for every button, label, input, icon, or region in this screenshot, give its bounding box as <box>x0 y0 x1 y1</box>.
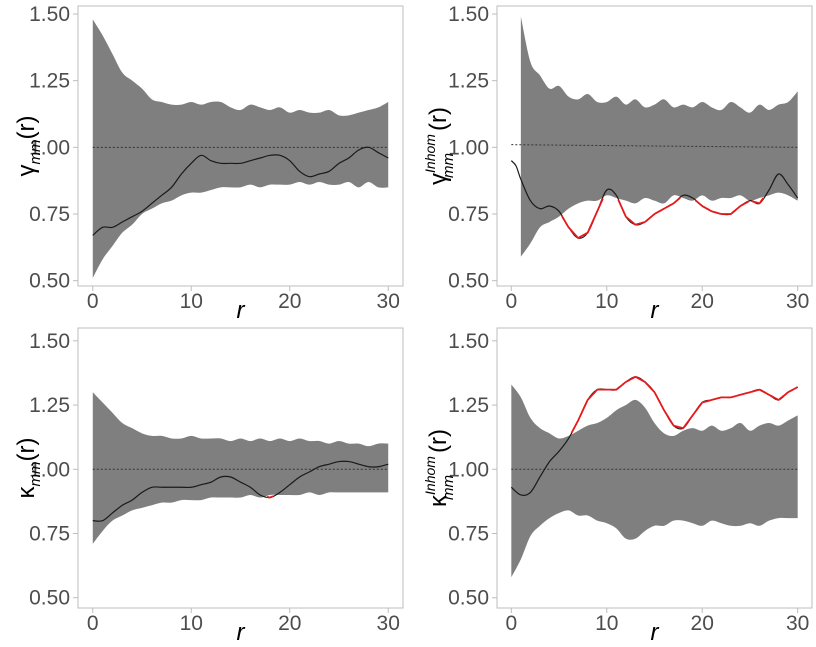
y-tick-label: 1.50 <box>448 3 489 26</box>
y-axis-argument: (r) <box>13 116 40 140</box>
y-axis-title: κmm(r) <box>13 438 44 499</box>
y-tick-label: 0.75 <box>448 203 489 226</box>
observed-curve-exceedance <box>570 375 799 434</box>
x-tick-label: 0 <box>505 290 517 313</box>
observed-curve-exceedance <box>694 199 750 215</box>
panel-top-left: 0 10 20 30 0.50 0.75 1.00 1.25 1.50 r γmm(r) <box>13 3 404 324</box>
y-axis-argument: (r) <box>13 438 40 462</box>
y-tick-label: 1.25 <box>448 70 489 93</box>
observed-curve-exceedance <box>561 198 604 239</box>
y-tick-label: 1.00 <box>29 136 70 159</box>
observed-curve <box>92 460 389 522</box>
y-axis-title: γInhom mm (r) <box>422 107 457 185</box>
y-tick-label: 0.50 <box>448 587 489 610</box>
y-axis-subscript: mm <box>440 153 457 178</box>
x-tick-label: 30 <box>377 290 400 313</box>
observed-curve-exceedance <box>617 197 681 226</box>
y-axis-subscript: mm <box>27 461 44 486</box>
y-axis-subscript: mm <box>27 139 44 164</box>
panel-bottom-right: 0 10 20 30 0.50 0.75 1.00 1.25 1.50 r κInhom mm (r) <box>422 327 813 646</box>
y-tick-label: 1.50 <box>29 330 70 353</box>
y-tick-label: 1.00 <box>448 458 489 481</box>
simulation-envelope <box>511 384 798 578</box>
y-axis-symbol: κ <box>425 494 452 507</box>
y-tick-label: 1.00 <box>29 458 70 481</box>
y-tick-label: 1.25 <box>29 70 70 93</box>
x-axis-title: r <box>237 619 246 646</box>
x-tick-label: 30 <box>786 290 809 313</box>
y-axis-title: γmm(r) <box>13 116 44 177</box>
x-axis-title: r <box>651 297 660 324</box>
panel-top-right: 0 10 20 30 0.50 0.75 1.00 1.25 1.50 r γInhom mm (r) <box>422 3 813 324</box>
y-axis-superscript: Inhom <box>422 134 438 173</box>
y-axis-title: κInhom mm (r) <box>422 429 457 507</box>
simulation-envelope <box>520 16 798 257</box>
x-tick-label: 0 <box>87 290 99 313</box>
observed-curve-exceedance <box>266 495 274 499</box>
observed-curve-exceedance <box>751 197 765 205</box>
x-tick-label: 30 <box>786 612 809 635</box>
x-tick-label: 10 <box>595 612 618 635</box>
x-tick-label: 10 <box>595 290 618 313</box>
x-tick-label: 10 <box>180 612 203 635</box>
y-tick-label: 1.25 <box>29 394 70 417</box>
x-tick-label: 0 <box>505 612 517 635</box>
y-tick-label: 0.75 <box>29 203 70 226</box>
y-axis-superscript: Inhom <box>422 456 438 495</box>
panel-bottom-left: 0 10 20 30 0.50 0.75 1.00 1.25 1.50 r κmm(r) <box>13 327 404 646</box>
y-tick-label: 0.75 <box>29 523 70 546</box>
y-tick-label: 1.25 <box>448 394 489 417</box>
x-tick-label: 0 <box>87 612 99 635</box>
x-tick-label: 20 <box>278 290 301 313</box>
simulation-envelope <box>92 392 389 544</box>
y-tick-label: 0.75 <box>448 523 489 546</box>
x-tick-label: 20 <box>278 612 301 635</box>
x-tick-label: 30 <box>377 612 400 635</box>
x-tick-label: 20 <box>691 612 714 635</box>
y-axis-symbol: κ <box>13 485 40 498</box>
y-tick-label: 0.50 <box>29 270 70 293</box>
x-tick-label: 20 <box>691 290 714 313</box>
x-axis-title: r <box>237 297 246 324</box>
y-axis-argument: (r) <box>425 107 452 131</box>
y-tick-label: 1.50 <box>448 330 489 353</box>
y-tick-label: 0.50 <box>29 587 70 610</box>
y-tick-label: 1.50 <box>29 3 70 26</box>
observed-curve <box>92 146 389 236</box>
simulation-envelope <box>92 19 389 279</box>
y-axis-subscript: mm <box>440 475 457 500</box>
x-axis-title: r <box>651 619 660 646</box>
y-axis-symbol: γ <box>425 173 452 185</box>
y-axis-symbol: γ <box>13 164 40 176</box>
y-tick-label: 0.50 <box>448 270 489 293</box>
y-axis-argument: (r) <box>425 429 452 453</box>
y-tick-label: 1.00 <box>448 136 489 159</box>
x-tick-label: 10 <box>180 290 203 313</box>
